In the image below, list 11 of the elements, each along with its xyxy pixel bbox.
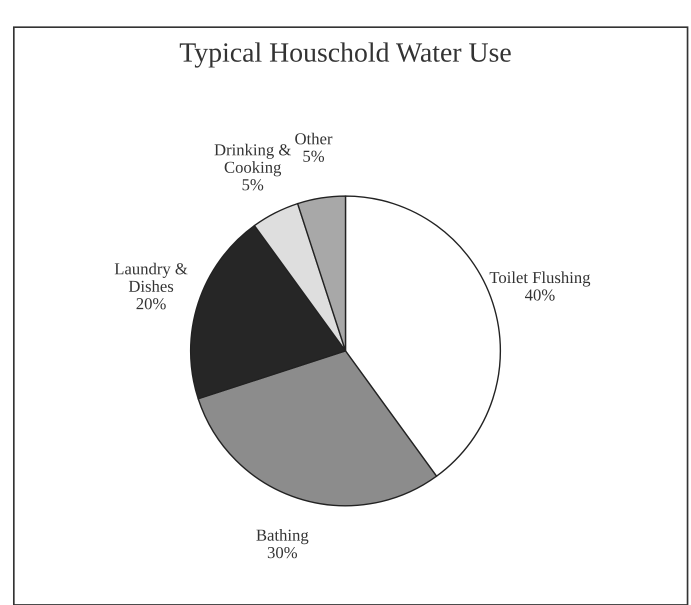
data-label: 30% bbox=[268, 546, 298, 558]
slice-label: Drinking & Cooking bbox=[214, 144, 292, 176]
data-label: 5% bbox=[242, 179, 264, 190]
chart-title: Typical Houschold Water Use bbox=[180, 42, 511, 68]
slice-label: Other bbox=[295, 132, 332, 144]
data-label: 20% bbox=[136, 298, 166, 310]
slice-label: Bathing bbox=[256, 529, 308, 544]
slice-label: Laundry & Dishes bbox=[114, 262, 188, 292]
data-label: 40% bbox=[524, 289, 555, 301]
slice-label: Toilet Flushing bbox=[490, 271, 590, 287]
data-label: 5% bbox=[303, 150, 324, 162]
